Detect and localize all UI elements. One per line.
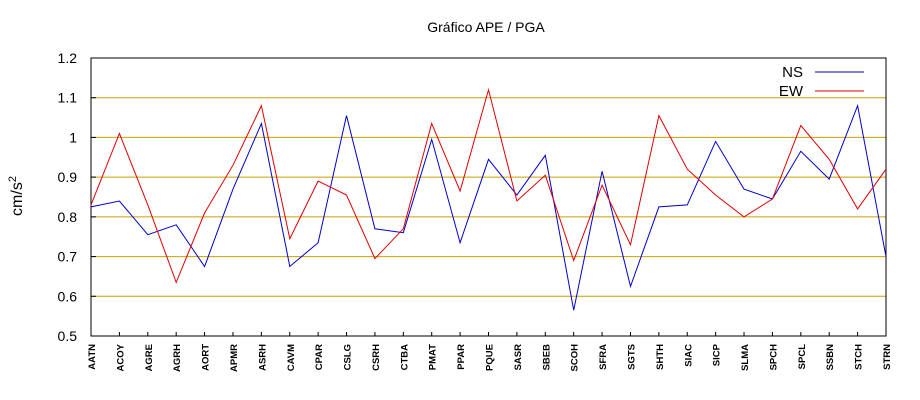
- x-tick-label: ACOY: [115, 343, 126, 371]
- x-tick-label: AATN: [87, 344, 98, 370]
- x-tick-label: AORT: [201, 344, 212, 371]
- series-line-ns: [90, 103, 887, 311]
- x-tick-label: AGRE: [144, 344, 155, 371]
- x-tick-label: CTBA: [399, 344, 410, 371]
- x-tick-label: CAVM: [286, 344, 297, 371]
- x-tick-label: SCOH: [570, 344, 581, 372]
- series-line-ew: [90, 87, 887, 284]
- x-tick-label: STRN: [882, 344, 893, 370]
- x-tick-label: SLMA: [740, 344, 751, 371]
- x-tick-label: PMAT: [428, 344, 439, 370]
- y-tick-label: 0.9: [58, 169, 78, 185]
- y-axis-label-superscript: 2: [7, 176, 19, 182]
- series-lines: [90, 87, 887, 311]
- x-tick-label: SIAC: [683, 344, 694, 367]
- y-tick-label: 0.5: [58, 328, 78, 344]
- x-tick-label: SGTS: [626, 344, 637, 370]
- y-tick-label: 0.6: [58, 288, 78, 304]
- x-tick-label: SASR: [513, 344, 524, 371]
- x-tick-label: CSLG: [343, 344, 354, 370]
- y-tick-label: 1.2: [58, 50, 78, 66]
- y-tick-label: 1.1: [58, 90, 78, 106]
- x-tick-label: SSBN: [825, 344, 836, 371]
- x-tick-label: CSRH: [371, 344, 382, 371]
- y-axis-label: cm/s2: [7, 176, 26, 216]
- legend-label-ew: EW: [779, 83, 804, 100]
- x-tick-label: PPAR: [456, 344, 467, 370]
- legend-label-ns: NS: [782, 64, 803, 81]
- x-axis-ticks: AATN ACOY AGRE AGRH AORT APMR ASRH CAVM CPAR CSLG…: [87, 332, 893, 372]
- y-axis-ticks: 0.5 0.6 0.7 0.8 0.9 1 1.1 1.2: [58, 50, 96, 344]
- y-tick-label: 0.8: [58, 209, 78, 225]
- x-tick-label: AGRH: [172, 344, 183, 372]
- x-tick-label: STCH: [854, 344, 865, 370]
- x-tick-label: SPCH: [768, 344, 779, 371]
- x-tick-label: CPAR: [314, 344, 325, 370]
- grid-lines: [91, 97, 886, 297]
- x-tick-label: SPCL: [797, 344, 808, 370]
- x-tick-label: ASRH: [257, 344, 268, 371]
- x-tick-label: SICP: [712, 343, 723, 366]
- legend: NS EW: [779, 64, 864, 100]
- x-tick-label: SFRA: [598, 344, 609, 370]
- y-tick-label: 0.7: [58, 249, 78, 265]
- x-tick-label: SBEB: [541, 344, 552, 371]
- x-tick-label: APMR: [229, 344, 240, 372]
- chart-title: Gráfico APE / PGA: [427, 19, 545, 35]
- x-tick-label: SHTH: [655, 344, 666, 370]
- x-tick-label: PQUE: [485, 344, 496, 371]
- y-tick-label: 1: [69, 129, 77, 145]
- y-axis-label-text: cm/s: [9, 182, 26, 216]
